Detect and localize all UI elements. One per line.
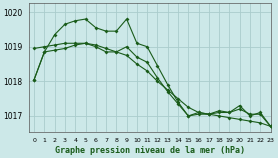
- X-axis label: Graphe pression niveau de la mer (hPa): Graphe pression niveau de la mer (hPa): [55, 146, 245, 155]
